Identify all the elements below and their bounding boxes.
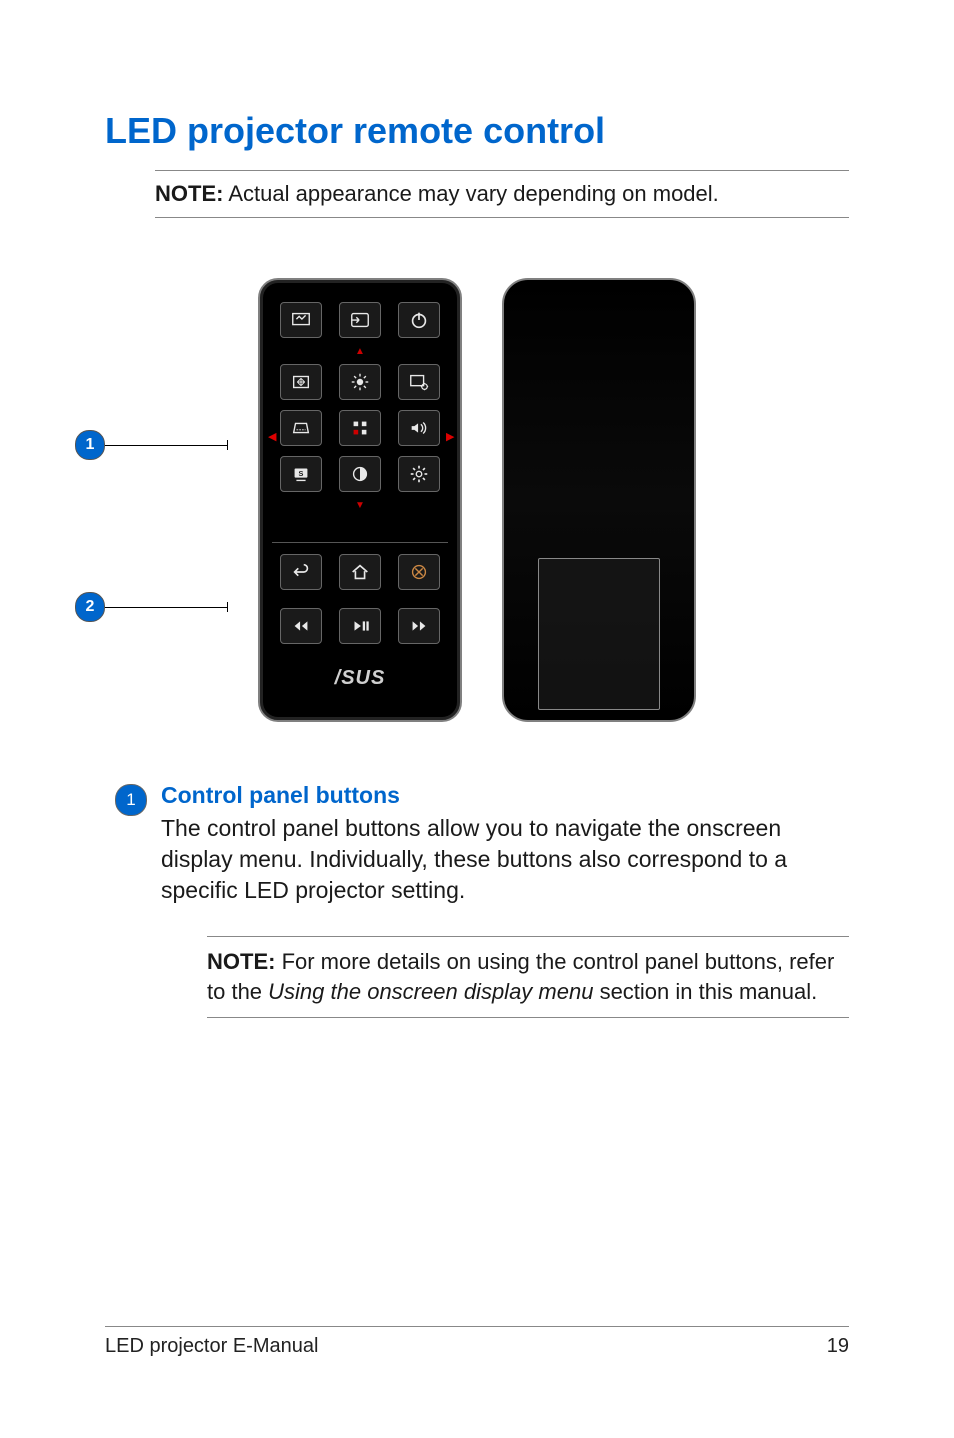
- remote-divider: [272, 542, 448, 543]
- volume-icon: [408, 417, 430, 439]
- note-text: Actual appearance may vary depending on …: [223, 181, 718, 206]
- play-pause-button[interactable]: [339, 608, 381, 644]
- remote-front: ◀ ▶ ▲: [258, 278, 462, 722]
- callout-2: 2: [75, 592, 228, 622]
- svg-text:S: S: [299, 469, 304, 478]
- footer-right: 19: [827, 1335, 849, 1358]
- section-1-heading: Control panel buttons: [161, 782, 849, 809]
- keystone-button[interactable]: [280, 410, 322, 446]
- splendid-button[interactable]: S: [280, 456, 322, 492]
- brightness-icon: [349, 371, 371, 393]
- section-1-subnote: NOTE: For more details on using the cont…: [207, 936, 849, 1017]
- presentation-icon: [290, 309, 312, 331]
- top-note: NOTE: Actual appearance may vary dependi…: [155, 170, 849, 218]
- brand-logo: /SUS: [260, 667, 460, 690]
- splendid-icon: S: [290, 463, 312, 485]
- remote-back: [502, 278, 696, 722]
- dpad-right-arrow: ▶: [446, 430, 452, 440]
- home-icon: [349, 561, 371, 583]
- menu-grid-icon: [349, 417, 371, 439]
- note-label: NOTE:: [155, 181, 223, 206]
- gear-icon: [408, 463, 430, 485]
- image-settings-icon: [408, 371, 430, 393]
- power-icon: [408, 309, 430, 331]
- volume-button[interactable]: [398, 410, 440, 446]
- position-adjust-button[interactable]: [280, 364, 322, 400]
- contrast-icon: [349, 463, 371, 485]
- rewind-icon: [290, 615, 312, 637]
- settings-button[interactable]: [398, 456, 440, 492]
- position-icon: [290, 371, 312, 393]
- keystone-icon: [290, 417, 312, 439]
- remote-figure: 1 2 3 ◀ ▶: [105, 278, 849, 722]
- callout-1: 1: [75, 430, 228, 460]
- dpad-left-arrow: ◀: [268, 430, 274, 440]
- footer-left: LED projector E-Manual: [105, 1335, 318, 1358]
- battery-cover: [538, 558, 660, 710]
- forward-icon: [408, 615, 430, 637]
- subnote-label: NOTE:: [207, 949, 275, 974]
- close-icon: [408, 561, 430, 583]
- callout-1-bubble: 1: [75, 430, 105, 460]
- close-button[interactable]: [398, 554, 440, 590]
- page-title: LED projector remote control: [105, 110, 849, 152]
- power-button[interactable]: [398, 302, 440, 338]
- media-row-1: [280, 554, 440, 590]
- subnote-italic: Using the onscreen display menu: [268, 979, 593, 1004]
- image-settings-button[interactable]: [398, 364, 440, 400]
- section-1-body: The control panel buttons allow you to n…: [161, 813, 849, 906]
- dpad-up-arrow: ▲: [280, 348, 440, 354]
- input-icon: [349, 309, 371, 331]
- callout-2-bubble: 2: [75, 592, 105, 622]
- dpad-down-arrow: ▼: [280, 502, 440, 508]
- input-source-button[interactable]: [339, 302, 381, 338]
- forward-button[interactable]: [398, 608, 440, 644]
- play-pause-icon: [349, 615, 371, 637]
- subnote-after: section in this manual.: [593, 979, 817, 1004]
- remote-button-grid: ▲: [280, 302, 440, 508]
- main-menu-button[interactable]: [339, 410, 381, 446]
- section-1-number: 1: [115, 784, 147, 816]
- rewind-button[interactable]: [280, 608, 322, 644]
- media-row-2: [280, 608, 440, 644]
- brightness-button[interactable]: [339, 364, 381, 400]
- back-button[interactable]: [280, 554, 322, 590]
- back-icon: [290, 561, 312, 583]
- presentation-mode-button[interactable]: [280, 302, 322, 338]
- section-1: 1 Control panel buttons The control pane…: [115, 782, 849, 1018]
- contrast-button[interactable]: [339, 456, 381, 492]
- page-footer: LED projector E-Manual 19: [105, 1326, 849, 1358]
- home-button[interactable]: [339, 554, 381, 590]
